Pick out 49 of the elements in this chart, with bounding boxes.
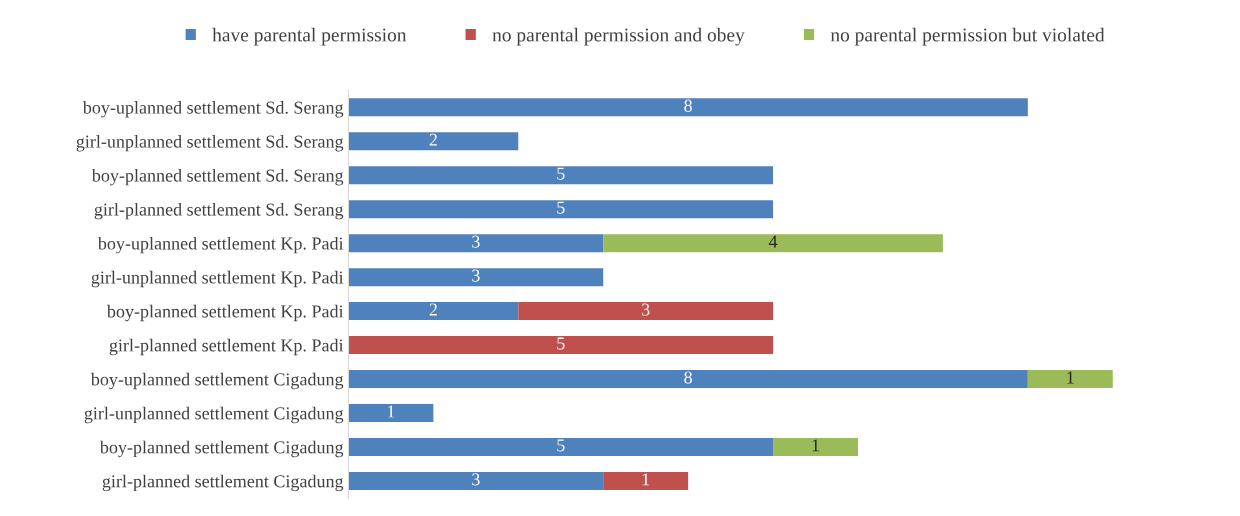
bar	[518, 302, 774, 321]
bar	[348, 370, 1028, 389]
y-tick-label: boy-uplanned settlement Sd. Serang	[82, 101, 344, 118]
bar	[348, 336, 774, 355]
data-label: 1	[642, 473, 650, 486]
data-label: 5	[557, 337, 565, 350]
data-label: 1	[1067, 371, 1074, 384]
data-label: 2	[429, 303, 437, 316]
y-tick-label: girl-unplanned settlement Kp. Padi	[91, 270, 344, 288]
y-tick-label: boy-planned settlement Cigadung	[99, 440, 344, 458]
data-label: 8	[684, 99, 692, 112]
data-label: 2	[429, 133, 437, 146]
y-tick-label: boy-uplanned settlement Kp. Padi	[97, 236, 344, 254]
bar	[348, 166, 774, 185]
bar	[348, 234, 604, 253]
y-tick-label: boy-uplanned settlement Cigadung	[90, 372, 344, 390]
y-tick-label: girl-unplanned settlement Cigadung	[84, 406, 344, 424]
bar	[348, 268, 604, 287]
bar	[348, 471, 604, 490]
data-label: 1	[812, 439, 819, 452]
data-label: 5	[557, 201, 565, 214]
data-label: 1	[387, 405, 395, 418]
y-tick-label: boy-planned settlement Kp. Padi	[106, 304, 344, 322]
y-tick-label: girl-unplanned settlement Sd. Serang	[76, 134, 344, 152]
y-tick-label: girl-planned settlement Sd. Serang	[94, 202, 344, 220]
bar	[348, 404, 434, 423]
bar	[348, 98, 1028, 117]
legend-label: have parental permission	[212, 27, 407, 46]
bar	[348, 132, 519, 151]
bar	[603, 471, 689, 490]
data-label: 3	[472, 269, 480, 282]
data-label: 3	[472, 235, 480, 248]
legend-label: no parental permission and obey	[492, 27, 745, 46]
y-tick-label: boy-planned settlement Sd. Serang	[91, 168, 344, 186]
bar	[348, 437, 774, 456]
bar	[603, 234, 943, 253]
bar	[773, 437, 858, 456]
bar	[348, 200, 774, 219]
data-label: 3	[472, 473, 480, 486]
legend-label: no parental permission but violated	[830, 27, 1105, 46]
data-label: 4	[768, 235, 778, 248]
data-label: 5	[557, 439, 565, 452]
y-tick-label: girl-planned settlement Kp. Padi	[109, 338, 344, 356]
data-label: 3	[642, 303, 650, 316]
bar	[1027, 370, 1113, 389]
bar	[348, 302, 519, 321]
y-tick-label: girl-planned settlement Cigadung	[102, 474, 344, 492]
data-label: 5	[557, 167, 565, 180]
data-label: 8	[684, 371, 692, 384]
